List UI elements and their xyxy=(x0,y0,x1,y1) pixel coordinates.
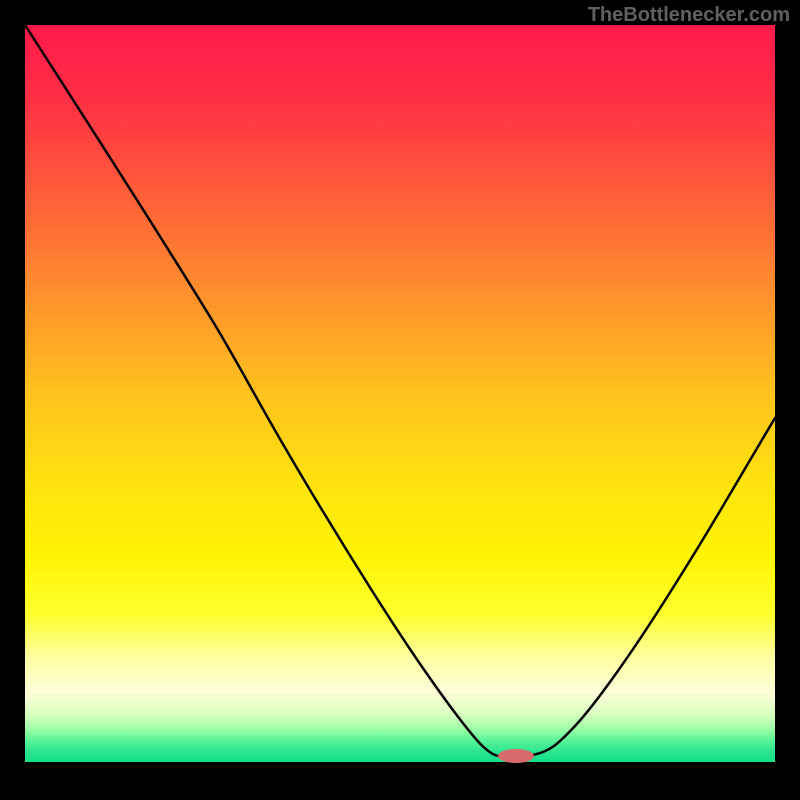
chart-plot-area xyxy=(25,25,775,762)
chart-svg xyxy=(0,0,800,800)
watermark-text: TheBottlenecker.com xyxy=(588,4,790,27)
bottleneck-chart: TheBottlenecker.com xyxy=(0,0,800,800)
optimal-marker xyxy=(498,749,534,763)
